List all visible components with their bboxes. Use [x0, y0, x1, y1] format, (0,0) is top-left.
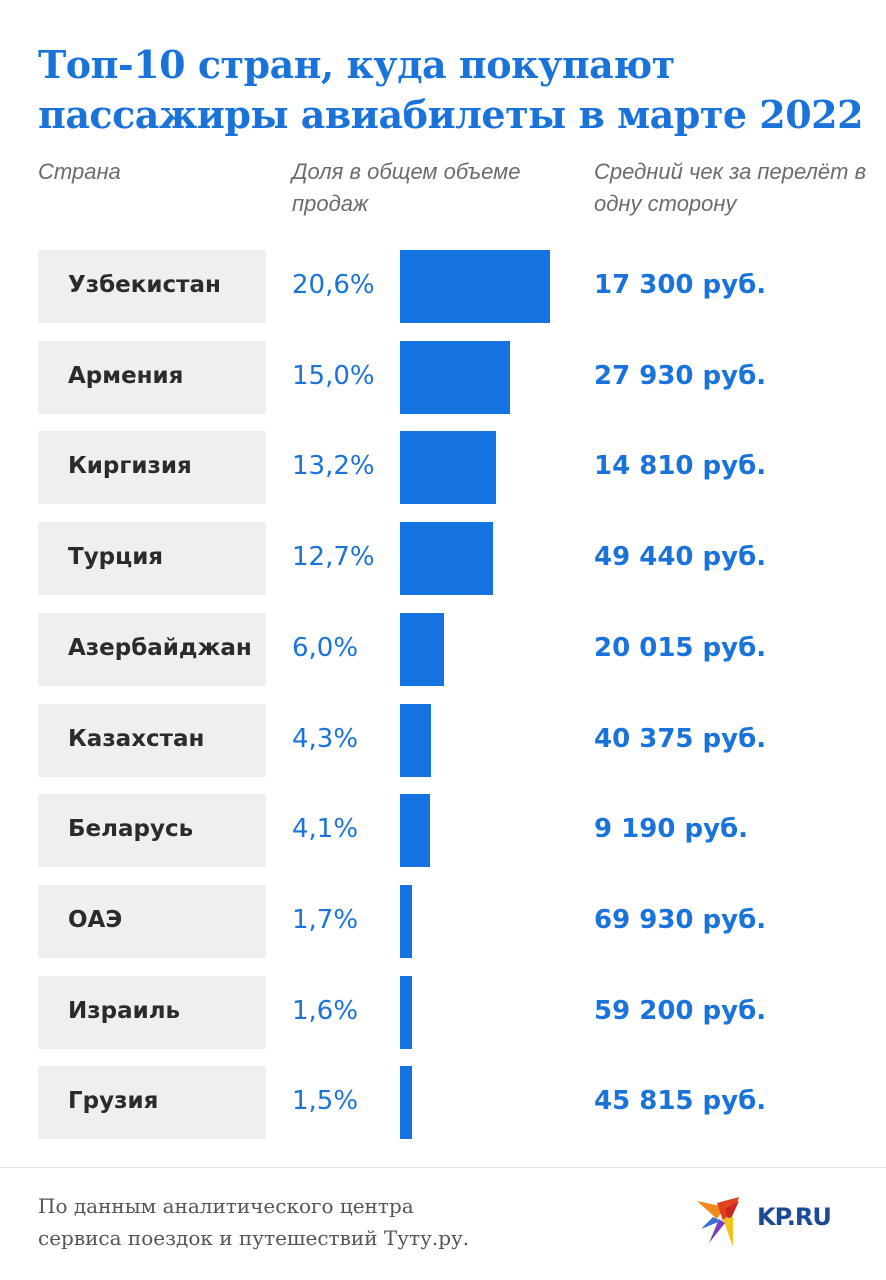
- table-row: Турция 12,7% 49 440 руб.: [0, 522, 886, 596]
- country-cell: Беларусь: [38, 794, 266, 868]
- share-bar: [400, 431, 496, 505]
- share-bar: [400, 1066, 412, 1140]
- country-label: Киргизия: [68, 453, 192, 480]
- price-value: 20 015 руб.: [594, 632, 767, 663]
- price-value: 40 375 руб.: [594, 723, 767, 754]
- kp-logo: KP.RU: [695, 1195, 865, 1255]
- price-value: 45 815 руб.: [594, 1086, 767, 1117]
- price-value: 69 930 руб.: [594, 904, 767, 935]
- share-value: 4,3%: [292, 723, 359, 754]
- column-header-price: Средний чек за перелёт в одну сторону: [594, 159, 867, 216]
- price-value: 9 190 руб.: [594, 814, 749, 845]
- source-line-1: По данным аналитического центра: [38, 1194, 414, 1218]
- country-label: Турция: [68, 544, 164, 571]
- country-label: Грузия: [68, 1088, 159, 1115]
- table-row: Азербайджан 6,0% 20 015 руб.: [0, 612, 886, 686]
- table-row: Беларусь 4,1% 9 190 руб.: [0, 794, 886, 868]
- table-row: ОАЭ 1,7% 69 930 руб.: [0, 884, 886, 958]
- price-value: 49 440 руб.: [594, 542, 767, 573]
- share-bar: [400, 612, 444, 686]
- country-label: Азербайджан: [68, 634, 252, 661]
- country-cell: Киргизия: [38, 431, 266, 505]
- share-value: 12,7%: [292, 542, 375, 573]
- share-bar: [400, 340, 510, 414]
- price-value: 14 810 руб.: [594, 451, 767, 482]
- source-line-2: сервиса поездок и путешествий Туту.ру.: [38, 1226, 470, 1250]
- share-value: 1,6%: [292, 995, 359, 1026]
- country-cell: ОАЭ: [38, 884, 266, 958]
- share-bar: [400, 884, 412, 958]
- footer-divider: [0, 1167, 886, 1168]
- share-value: 13,2%: [292, 451, 375, 482]
- share-value: 6,0%: [292, 632, 359, 663]
- country-cell: Израиль: [38, 975, 266, 1049]
- share-value: 1,7%: [292, 904, 359, 935]
- column-header-country: Страна: [38, 159, 121, 184]
- country-cell: Грузия: [38, 1066, 266, 1140]
- share-value: 1,5%: [292, 1086, 359, 1117]
- country-label: Узбекистан: [68, 272, 221, 298]
- country-label: ОАЭ: [68, 906, 123, 933]
- price-value: 17 300 руб.: [594, 270, 767, 300]
- country-cell: Узбекистан: [38, 250, 266, 323]
- table-row: Грузия 1,5% 45 815 руб.: [0, 1066, 886, 1140]
- country-label: Армения: [68, 362, 184, 389]
- country-cell: Турция: [38, 522, 266, 596]
- share-bar: [400, 975, 412, 1049]
- country-cell: Казахстан: [38, 703, 266, 777]
- share-value: 15,0%: [292, 360, 375, 391]
- logo-text: KP.RU: [757, 1203, 832, 1231]
- table-row: Узбекистан 20,6% 17 300 руб.: [0, 250, 886, 323]
- table-row: Казахстан 4,3% 40 375 руб.: [0, 703, 886, 777]
- country-label: Казахстан: [68, 725, 205, 752]
- share-value: 4,1%: [292, 814, 359, 845]
- share-bar: [400, 703, 431, 777]
- share-bar: [400, 522, 493, 596]
- country-cell: Азербайджан: [38, 612, 266, 686]
- source-note: По данным аналитического центра сервиса …: [38, 1190, 469, 1254]
- table-row: Армения 15,0% 27 930 руб.: [0, 340, 886, 414]
- share-value: 20,6%: [292, 270, 375, 300]
- country-cell: Армения: [38, 340, 266, 414]
- country-label: Израиль: [68, 997, 181, 1024]
- column-header-share: Доля в общем объеме продаж: [292, 159, 521, 216]
- page-title: Топ-10 стран, куда покупают пассажиры ав…: [38, 42, 864, 137]
- country-label: Беларусь: [68, 816, 194, 843]
- price-value: 59 200 руб.: [594, 995, 767, 1026]
- share-bar: [400, 250, 550, 323]
- table-row: Киргизия 13,2% 14 810 руб.: [0, 431, 886, 505]
- share-bar: [400, 794, 430, 868]
- price-value: 27 930 руб.: [594, 360, 767, 391]
- table-row: Израиль 1,6% 59 200 руб.: [0, 975, 886, 1049]
- bird-icon: [697, 1197, 739, 1247]
